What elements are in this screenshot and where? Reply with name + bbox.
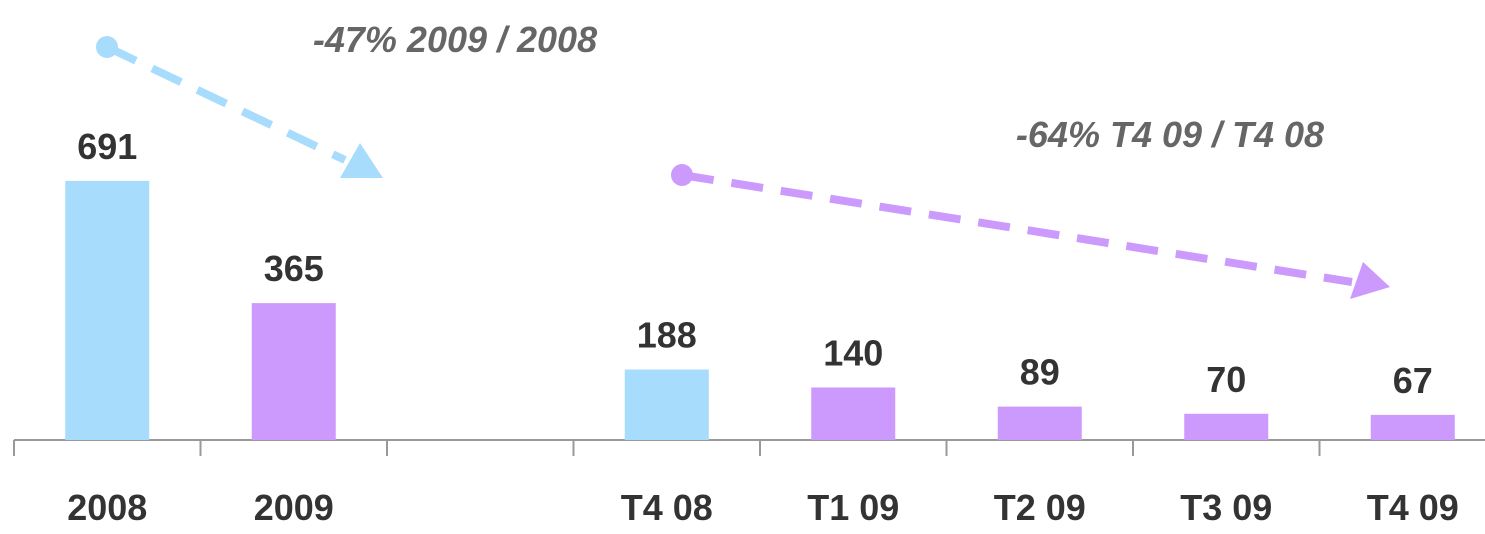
x-tick-label: 2009 xyxy=(254,487,334,528)
x-tick-label: T4 08 xyxy=(621,487,713,528)
data-label: 67 xyxy=(1393,360,1433,401)
trend-arrow xyxy=(681,171,1353,286)
data-label: 691 xyxy=(77,126,137,167)
arrow-head xyxy=(340,143,383,178)
data-label: 140 xyxy=(823,333,883,374)
annotation: -47% 2009 / 2008 xyxy=(313,19,597,60)
arrow-start xyxy=(96,36,118,58)
arrow-head xyxy=(1350,262,1390,299)
x-tick-label: T4 09 xyxy=(1367,487,1459,528)
bar xyxy=(1370,414,1455,440)
bar xyxy=(997,406,1082,440)
annotation: -64% T4 09 / T4 08 xyxy=(1016,114,1324,155)
data-label: 188 xyxy=(637,315,697,356)
bar xyxy=(251,303,336,440)
bar xyxy=(1184,413,1269,440)
data-label: 365 xyxy=(264,248,324,289)
data-label: 89 xyxy=(1020,352,1060,393)
bar xyxy=(65,180,150,440)
x-tick-label: 2008 xyxy=(67,487,147,528)
data-label: 70 xyxy=(1206,359,1246,400)
trend-arrow xyxy=(105,43,347,164)
bar xyxy=(811,387,896,440)
x-tick-label: T3 09 xyxy=(1180,487,1272,528)
arrow-start xyxy=(671,164,693,186)
x-tick-label: T1 09 xyxy=(807,487,899,528)
bar xyxy=(624,369,709,440)
x-tick-label: T2 09 xyxy=(994,487,1086,528)
